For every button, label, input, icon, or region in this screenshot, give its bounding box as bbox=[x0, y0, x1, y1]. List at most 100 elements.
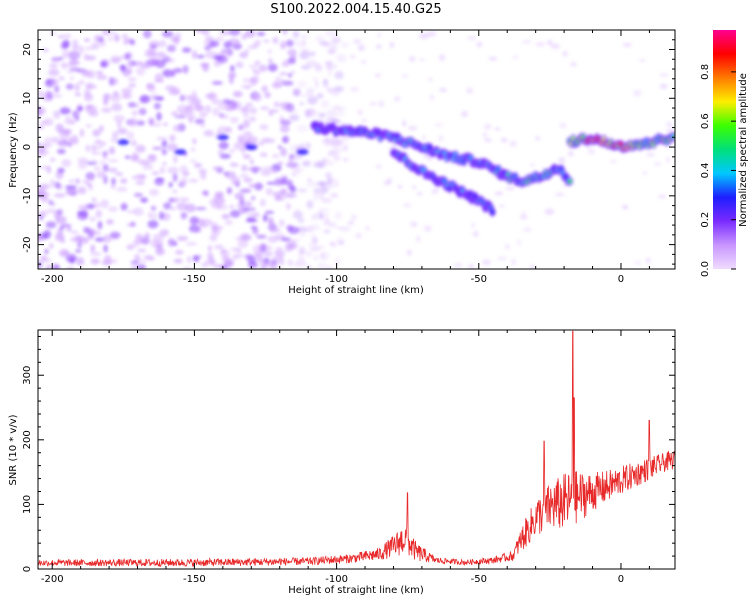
spectrogram-blob bbox=[62, 34, 72, 38]
spectrogram-blob bbox=[365, 225, 371, 231]
spectrogram-blob bbox=[62, 39, 71, 49]
snr-series-line bbox=[38, 330, 675, 567]
spectrogram-blob bbox=[248, 116, 257, 122]
spectrogram-blob bbox=[242, 130, 253, 140]
spectrogram-blob bbox=[193, 163, 203, 168]
spectrogram-blob bbox=[110, 137, 119, 143]
spectrogram-blob bbox=[77, 186, 87, 195]
spectrogram-blob bbox=[174, 148, 187, 155]
spectrogram-blob bbox=[215, 37, 225, 41]
spectrogram-blob bbox=[102, 163, 109, 172]
spectrogram-blob bbox=[174, 115, 186, 119]
spectrogram-blob bbox=[505, 186, 516, 191]
spectrogram-blob bbox=[205, 35, 214, 42]
spectrogram-blob bbox=[232, 91, 243, 98]
spectrogram-blob bbox=[156, 51, 166, 59]
spectrogram-blob bbox=[235, 236, 246, 241]
spectrogram-blob bbox=[423, 153, 431, 159]
spectrogram-ytick-label: -10 bbox=[22, 188, 33, 204]
spectrogram-blob bbox=[641, 171, 648, 175]
spectrogram-blob bbox=[307, 178, 312, 183]
spectrogram-blob bbox=[237, 134, 244, 143]
spectrogram-blob bbox=[219, 153, 231, 159]
spectrogram-blob bbox=[299, 34, 309, 39]
spectrogram-blob bbox=[272, 36, 279, 44]
spectrogram-blob bbox=[213, 58, 219, 68]
spectrogram-blob bbox=[308, 224, 321, 231]
spectrogram-blob bbox=[173, 258, 183, 264]
spectrogram-blob bbox=[235, 61, 244, 69]
spectrogram-blob bbox=[209, 233, 218, 242]
spectrogram-blob bbox=[659, 73, 669, 77]
spectrogram-blob bbox=[44, 197, 50, 203]
spectrogram-blob bbox=[567, 178, 572, 184]
spectrogram-blob bbox=[256, 234, 267, 239]
spectrogram-blob bbox=[375, 44, 382, 49]
spectrogram-blob bbox=[229, 209, 241, 218]
spectrogram-blob bbox=[407, 125, 418, 131]
spectrogram-blob bbox=[221, 50, 231, 58]
spectrogram-blob bbox=[47, 92, 53, 100]
spectrogram-blob bbox=[264, 210, 275, 215]
spectrogram-blob bbox=[287, 57, 296, 65]
spectrogram-blob bbox=[93, 165, 102, 172]
spectrogram-blob bbox=[299, 93, 311, 98]
spectrogram-blob bbox=[228, 75, 234, 85]
spectrogram-blob bbox=[305, 59, 318, 68]
spectrogram-blob bbox=[204, 94, 215, 98]
spectrogram-blob bbox=[135, 120, 146, 126]
spectrogram-blob bbox=[419, 32, 429, 40]
spectrogram-blob bbox=[329, 241, 336, 246]
spectrogram-blob bbox=[60, 236, 66, 244]
spectrogram-blob bbox=[419, 58, 426, 62]
spectrogram-blob bbox=[221, 213, 231, 220]
spectrogram-blob bbox=[216, 134, 229, 141]
spectrogram-blob bbox=[188, 178, 199, 183]
spectrogram-blob bbox=[264, 92, 271, 99]
spectrogram-blob bbox=[132, 239, 140, 248]
spectrogram-blob bbox=[239, 107, 248, 113]
spectrogram-blob bbox=[135, 66, 146, 76]
spectrogram-blob bbox=[83, 53, 89, 61]
spectrogram-blob bbox=[41, 191, 50, 198]
spectrogram-blob bbox=[185, 106, 194, 115]
spectrogram-blob bbox=[142, 30, 152, 39]
snr-panel: -200 -150 -100 -50 0 0 100 200 300 Height of str… bbox=[8, 329, 676, 596]
spectrogram-blob bbox=[117, 139, 130, 146]
spectrogram-blob bbox=[292, 168, 303, 172]
spectrogram-blob bbox=[50, 202, 57, 207]
spectrogram-blob bbox=[124, 52, 131, 60]
spectrogram-blob bbox=[159, 39, 167, 48]
spectrogram-blob bbox=[212, 227, 221, 236]
spectrogram-blob bbox=[55, 215, 67, 225]
spectrogram-blob bbox=[280, 237, 291, 242]
spectrogram-blob bbox=[350, 214, 357, 221]
spectrogram-blob bbox=[77, 157, 89, 164]
spectrogram-blob bbox=[54, 85, 60, 93]
spectrogram-blob bbox=[271, 153, 280, 159]
spectrogram-blob bbox=[165, 58, 175, 63]
spectrogram-blob bbox=[60, 223, 72, 228]
spectrogram-blob bbox=[192, 138, 197, 145]
spectrogram-blob bbox=[468, 263, 475, 269]
spectrogram-blob bbox=[280, 79, 285, 84]
spectrogram-blob bbox=[289, 185, 297, 193]
spectrogram-blob bbox=[159, 229, 170, 237]
spectrogram-blob bbox=[360, 59, 367, 65]
spectrogram-blob bbox=[61, 142, 71, 147]
spectrogram-blob bbox=[260, 169, 272, 177]
spectrogram-blob bbox=[285, 103, 295, 113]
spectrogram-blob bbox=[45, 221, 57, 229]
spectrogram-blob bbox=[465, 87, 474, 94]
spectrogram-blob bbox=[58, 76, 65, 81]
spectrogram-blob bbox=[78, 45, 84, 54]
spectrogram-blob bbox=[61, 50, 71, 59]
spectrogram-blob bbox=[155, 136, 168, 141]
spectrogram-blob bbox=[324, 212, 329, 217]
spectrogram-blob bbox=[325, 136, 330, 146]
spectrogram-blob bbox=[76, 257, 85, 266]
spectrogram-blob bbox=[416, 235, 421, 243]
spectrogram-blob bbox=[654, 162, 662, 166]
spectrogram-blob bbox=[192, 255, 202, 259]
spectrogram-blob bbox=[634, 261, 642, 265]
